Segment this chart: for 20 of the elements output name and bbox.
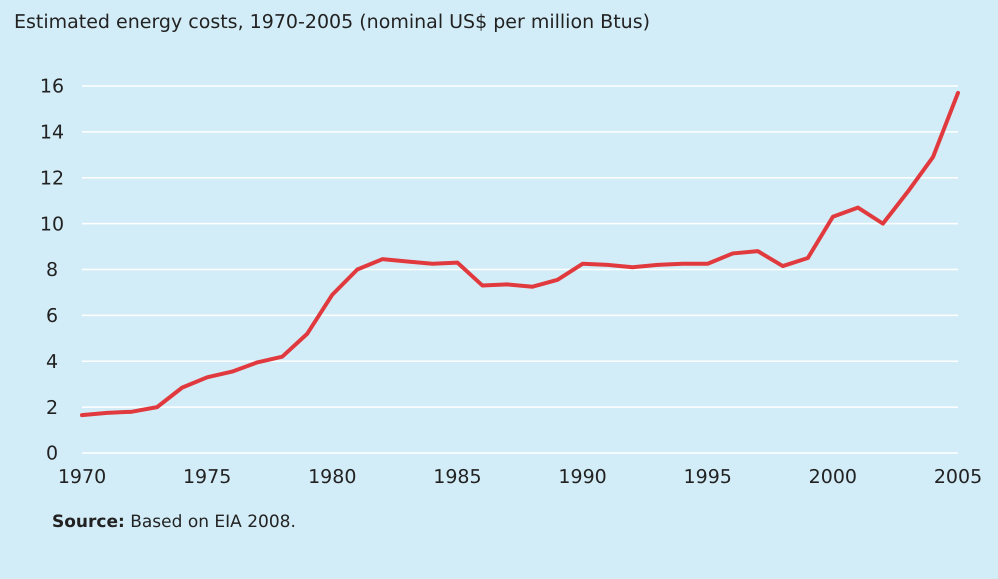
- line-series: [80, 90, 960, 418]
- y-tick-label: 2: [46, 396, 58, 419]
- x-tick-label: 1985: [433, 466, 482, 488]
- x-tick-label: 1990: [558, 466, 607, 488]
- chart-title: Estimated energy costs, 1970-2005 (nominal US$ per million Btus): [14, 11, 650, 33]
- y-tick-label: 8: [46, 259, 58, 282]
- x-tick-label: 1970: [58, 466, 106, 488]
- x-tick-label: 1975: [182, 466, 232, 488]
- source-note: Source: Based on EIA 2008.: [52, 512, 296, 532]
- x-tick-label: 1980: [308, 466, 356, 488]
- y-tick-label: 6: [46, 305, 58, 328]
- x-tick-label: 1995: [684, 466, 732, 488]
- y-tick-label: 14: [40, 122, 64, 144]
- y-tick-label: 10: [40, 213, 64, 236]
- y-tick-label: 4: [46, 350, 58, 373]
- x-tick-label: 2005: [934, 466, 982, 488]
- y-tick-label: 16: [40, 76, 64, 98]
- y-tick-label: 0: [46, 442, 58, 465]
- y-tick-label: 12: [40, 167, 64, 190]
- x-tick-label: 2000: [808, 466, 858, 488]
